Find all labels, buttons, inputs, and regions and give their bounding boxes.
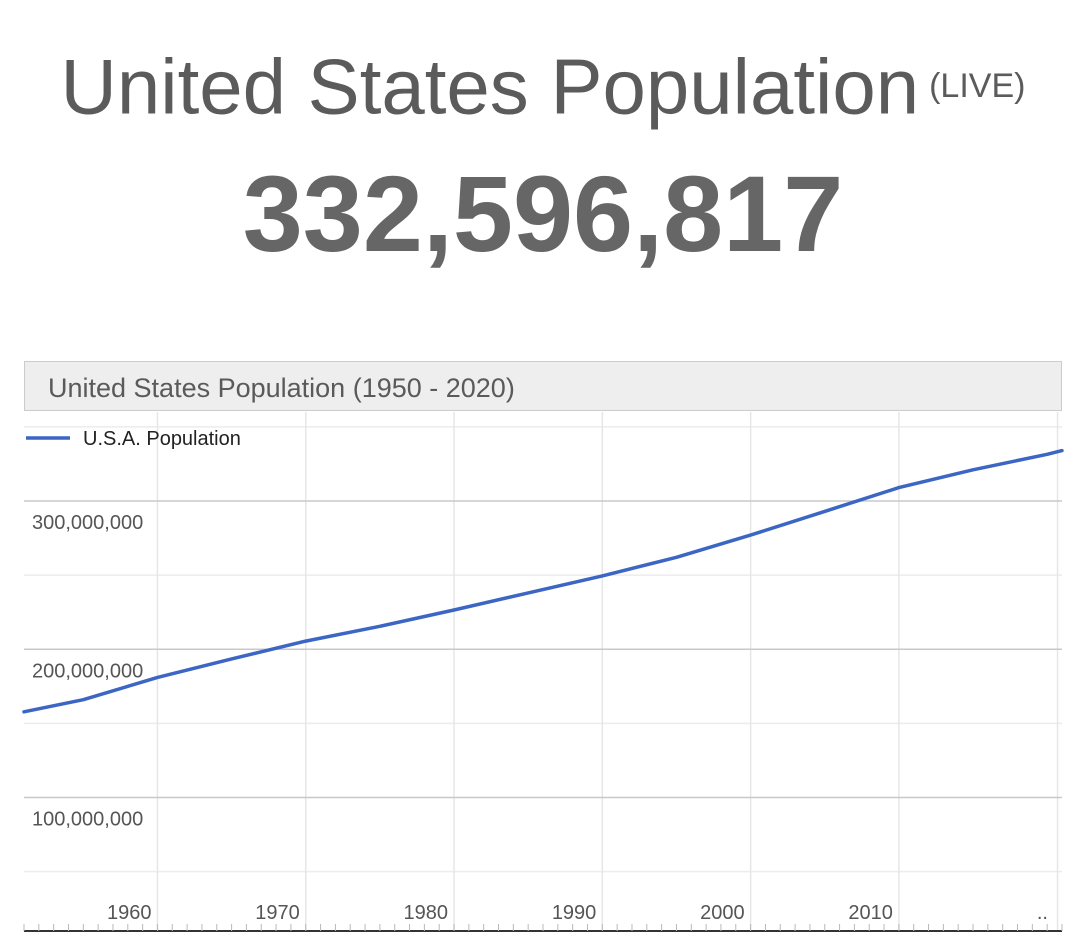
live-population-counter: 332,596,817 <box>242 153 844 274</box>
chart-header: United States Population (1950 - 2020) <box>24 361 1062 411</box>
x-tick-label: 1990 <box>552 902 597 924</box>
live-tag: (LIVE) <box>929 67 1026 105</box>
x-tick-label: 1970 <box>255 902 300 924</box>
y-tick-label: 300,000,000 <box>32 512 143 534</box>
page-title-text: United States Population <box>60 42 920 131</box>
series-line-0 <box>22 448 1064 714</box>
chart-tick-labels: 100,000,000 200,000,000 300,000,000 1960 197… <box>30 510 1048 924</box>
legend-label: U.S.A. Population <box>83 428 241 450</box>
x-tick-label: 2010 <box>848 902 893 924</box>
x-tick-label: 1980 <box>404 902 449 924</box>
chart-series <box>22 448 1064 714</box>
chart-axes <box>23 924 1063 932</box>
y-tick-label: 200,000,000 <box>32 660 143 682</box>
x-tick-label-trailing: .. <box>1037 902 1048 924</box>
chart-title: United States Population (1950 - 2020) <box>48 373 515 403</box>
chart-grid <box>24 412 1062 931</box>
y-tick-label: 100,000,000 <box>32 809 143 831</box>
x-tick-label: 2000 <box>700 902 745 924</box>
page-title: United States Population (LIVE) <box>0 40 1086 133</box>
chart-legend: U.S.A. Population <box>26 428 241 450</box>
x-tick-label: 1960 <box>107 902 152 924</box>
